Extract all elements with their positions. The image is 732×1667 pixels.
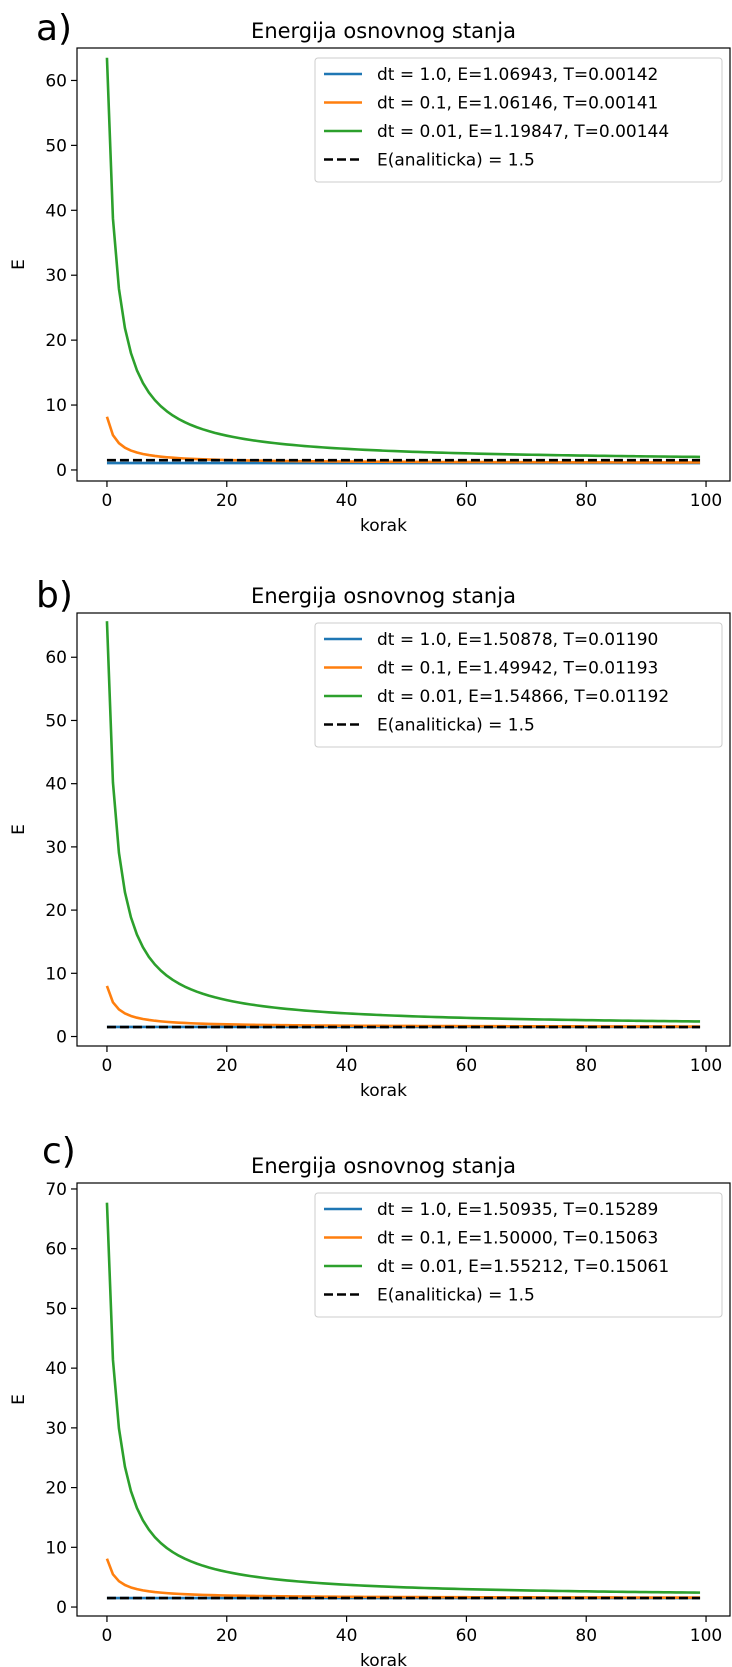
chart-panel-3: c) Energija osnovnog stanja 0 20 40 60 80 100 0 1… (9, 1131, 731, 1667)
x-tick-label: 0 (102, 1056, 113, 1076)
y-tick-label: 10 (45, 396, 67, 416)
y-axis-label: E (9, 824, 29, 835)
y-tick-label: 70 (45, 1180, 67, 1200)
legend-entry: dt = 1.0, E=1.50878, T=0.01190 (377, 630, 658, 650)
y-tick-label: 60 (45, 648, 67, 668)
x-axis-label: korak (360, 1651, 407, 1667)
legend-entry: dt = 0.01, E=1.54866, T=0.01192 (377, 687, 669, 707)
y-tick-label: 30 (45, 838, 67, 858)
series-line-3 (105, 1202, 701, 1594)
legend-entry: E(analiticka) = 1.5 (377, 151, 535, 171)
x-axis-label: korak (360, 516, 407, 536)
x-tick-label: 20 (216, 1626, 238, 1646)
panel-label: a) (36, 8, 72, 49)
y-tick-label: 30 (45, 266, 67, 286)
y-tick-label: 40 (45, 1359, 67, 1379)
x-tick-label: 80 (575, 1626, 597, 1646)
y-tick-label: 30 (45, 1419, 67, 1439)
x-tick-label: 40 (336, 1626, 358, 1646)
y-tick-label: 60 (45, 71, 67, 91)
y-tick-label: 50 (45, 1299, 67, 1319)
x-tick-label: 0 (102, 491, 113, 511)
x-tick-label: 40 (336, 1056, 358, 1076)
x-tick-label: 20 (216, 491, 238, 511)
x-tick-label: 40 (336, 491, 358, 511)
legend: dt = 1.0, E=1.06943, T=0.00142 dt = 0.1, … (314, 57, 723, 183)
y-axis-label: E (9, 1394, 29, 1405)
plot-frame (76, 47, 731, 482)
legend-entry: dt = 1.0, E=1.06943, T=0.00142 (377, 65, 658, 85)
plot-frame (76, 1182, 731, 1617)
y-tick-label: 10 (45, 964, 67, 984)
y-tick-label: 40 (45, 775, 67, 795)
legend-entry: dt = 1.0, E=1.50935, T=0.15289 (377, 1200, 658, 1220)
y-tick-label: 0 (56, 1598, 67, 1618)
x-tick-label: 60 (456, 1626, 478, 1646)
x-tick-label: 100 (690, 491, 722, 511)
chart-title: Energija osnovnog stanja (251, 19, 516, 43)
x-tick-label: 100 (690, 1056, 722, 1076)
y-tick-label: 20 (45, 1479, 67, 1499)
panel-label: b) (36, 575, 73, 616)
legend-box (314, 57, 723, 183)
x-tick-label: 60 (456, 1056, 478, 1076)
legend-entry: dt = 0.1, E=1.50000, T=0.15063 (377, 1229, 658, 1249)
x-tick-label: 0 (102, 1626, 113, 1646)
legend-entry: E(analiticka) = 1.5 (377, 716, 535, 736)
legend-entry: dt = 0.01, E=1.55212, T=0.15061 (377, 1257, 669, 1277)
chart-title: Energija osnovnog stanja (251, 584, 516, 608)
x-tick-label: 80 (575, 491, 597, 511)
y-tick-label: 60 (45, 1240, 67, 1260)
series-line-3 (105, 57, 701, 459)
x-tick-label: 20 (216, 1056, 238, 1076)
x-axis-label: korak (360, 1081, 407, 1101)
legend: dt = 1.0, E=1.50878, T=0.01190 dt = 0.1, … (314, 622, 723, 748)
x-tick-label: 80 (575, 1056, 597, 1076)
x-tick-label: 60 (456, 491, 478, 511)
panel-label: c) (42, 1131, 76, 1172)
y-tick-label: 0 (56, 1028, 67, 1048)
chart-panel-2: b) Energija osnovnog stanja 0 20 40 60 80 100 0 1… (9, 575, 731, 1101)
y-tick-label: 40 (45, 201, 67, 221)
legend-entry: dt = 0.1, E=1.49942, T=0.01193 (377, 659, 658, 679)
chart-title: Energija osnovnog stanja (251, 1154, 516, 1178)
legend-box (314, 1192, 723, 1318)
legend-box (314, 622, 723, 748)
chart-panel-1: a) Energija osnovnog stanja 0 20 40 60 80 100 0 1… (9, 8, 731, 536)
legend-entry: dt = 0.01, E=1.19847, T=0.00144 (377, 122, 669, 142)
plot-frame (76, 612, 731, 1047)
legend: dt = 1.0, E=1.50935, T=0.15289 dt = 0.1, … (314, 1192, 723, 1318)
y-tick-label: 0 (56, 461, 67, 481)
x-tick-label: 100 (690, 1626, 722, 1646)
legend-entry: E(analiticka) = 1.5 (377, 1286, 535, 1306)
series-line-3 (105, 621, 701, 1023)
y-tick-label: 50 (45, 136, 67, 156)
y-axis-label: E (9, 259, 29, 270)
y-tick-label: 50 (45, 711, 67, 731)
y-tick-label: 10 (45, 1538, 67, 1558)
y-tick-label: 20 (45, 331, 67, 351)
legend-entry: dt = 0.1, E=1.06146, T=0.00141 (377, 94, 658, 114)
y-tick-label: 20 (45, 901, 67, 921)
